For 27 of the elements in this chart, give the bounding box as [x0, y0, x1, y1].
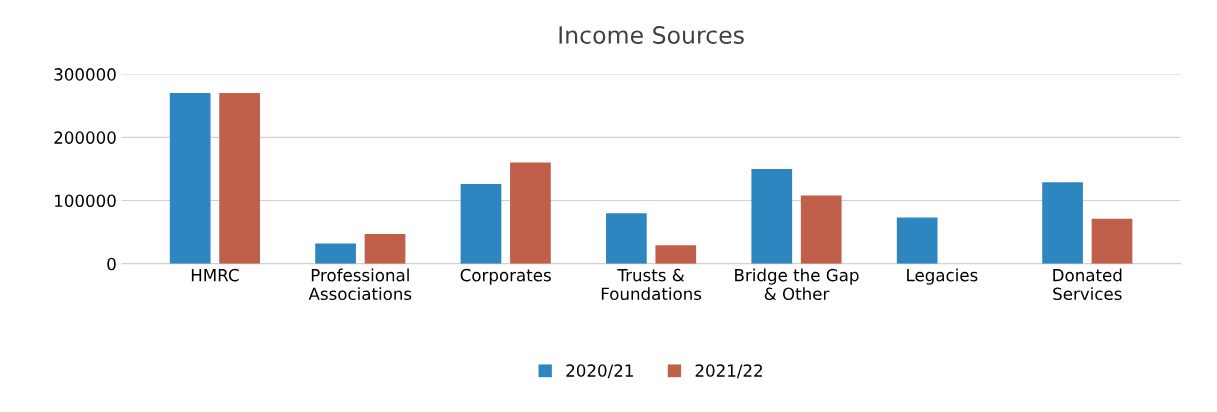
x-tick-label: Bridge the Gap & Other: [735, 268, 859, 301]
x-tick-label: Legacies: [907, 268, 978, 285]
bar: [219, 93, 260, 264]
chart-title: Income Sources: [559, 26, 744, 44]
bar: [751, 168, 793, 264]
bar: [364, 233, 406, 264]
bar: [460, 184, 502, 264]
bar: [1042, 182, 1083, 264]
bar: [606, 213, 647, 264]
y-tick-label: 200000: [54, 131, 116, 144]
legend-label: 2021/22: [695, 364, 762, 379]
x-tick-label: HMRC: [191, 268, 239, 282]
bar: [169, 93, 211, 264]
x-tick-label: Donated Services: [1053, 268, 1122, 301]
y-tick-label: 300000: [54, 68, 116, 81]
x-tick-label: Trusts & Foundations: [601, 268, 702, 301]
bar: [800, 195, 842, 264]
bar: [655, 245, 697, 264]
bar: [315, 243, 356, 264]
legend-label: 2020/21: [566, 364, 633, 379]
y-tick-label: 0: [107, 257, 116, 271]
y-tick-label: 100000: [55, 194, 116, 208]
bar: [1091, 218, 1133, 264]
bar: [896, 217, 938, 264]
x-tick-label: Professional Associations: [308, 268, 412, 301]
bar: [510, 162, 551, 264]
x-tick-label: Corporates: [460, 268, 551, 285]
